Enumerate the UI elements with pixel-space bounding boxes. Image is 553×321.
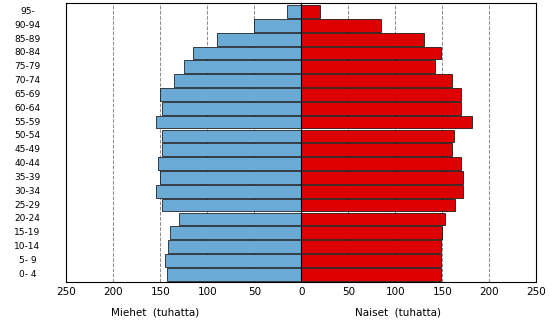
Bar [301,116,472,128]
Bar [301,143,452,156]
Text: Naiset  (tuhatta): Naiset (tuhatta) [355,308,441,318]
Bar [162,143,301,156]
Bar [301,268,441,281]
Bar [174,74,301,87]
Bar [194,47,301,59]
Bar [156,116,301,128]
Bar [301,88,461,101]
Bar [301,157,461,170]
Bar [162,102,301,115]
Bar [301,185,463,198]
Bar [301,240,441,253]
Bar [159,157,301,170]
Bar [301,130,453,142]
Bar [162,130,301,142]
Bar [254,19,301,32]
Bar [301,102,461,115]
Bar [167,268,301,281]
Bar [288,5,301,18]
Bar [301,47,441,59]
Bar [217,33,301,46]
Bar [301,5,320,18]
Bar [301,254,441,267]
Bar [301,226,442,239]
Bar [160,171,301,184]
Bar [156,185,301,198]
Bar [179,213,301,225]
Bar [301,60,435,73]
Bar [160,88,301,101]
Bar [301,213,445,225]
Bar [165,254,301,267]
Bar [301,33,424,46]
Bar [301,74,452,87]
Bar [301,199,455,212]
Bar [301,19,382,32]
Bar [301,171,463,184]
Bar [184,60,301,73]
Bar [162,199,301,212]
Bar [170,226,301,239]
Bar [168,240,301,253]
Text: Miehet  (tuhatta): Miehet (tuhatta) [111,308,199,318]
